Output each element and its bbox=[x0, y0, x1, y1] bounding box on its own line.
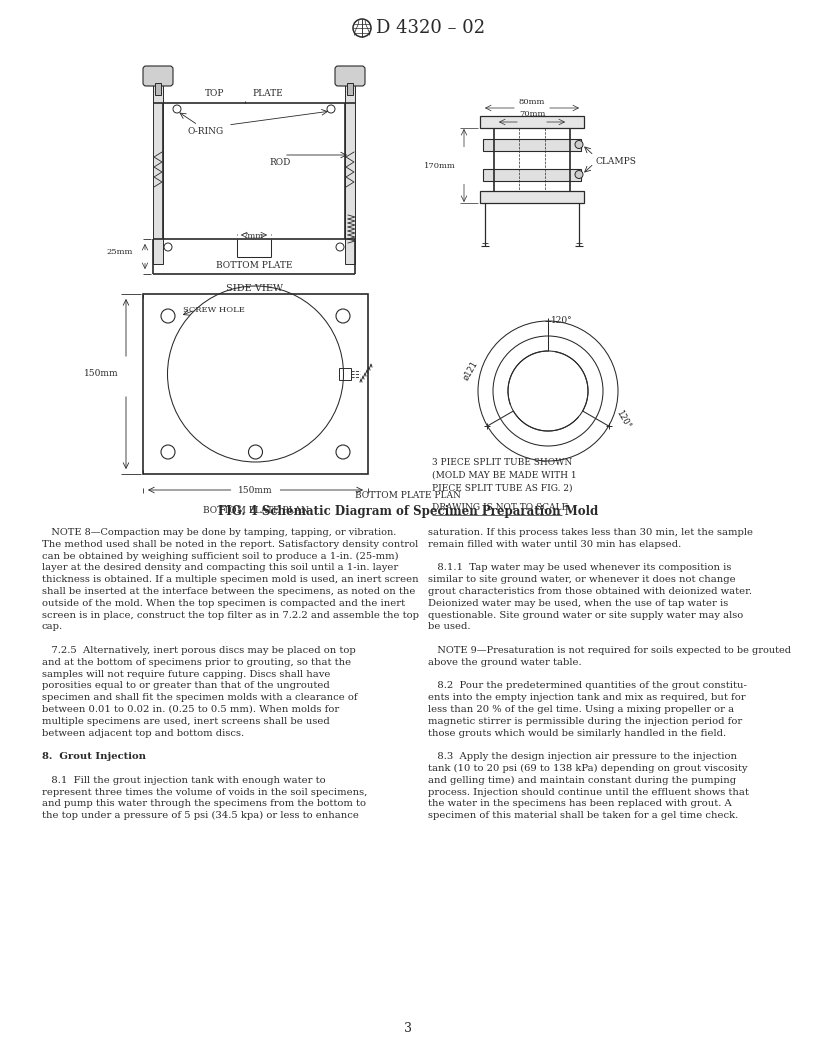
Text: FIG. 4 Schematic Diagram of Specimen Preparation Mold: FIG. 4 Schematic Diagram of Specimen Pre… bbox=[218, 505, 598, 518]
Text: TOP: TOP bbox=[205, 89, 224, 98]
Text: screen is in place, construct the top filter as in 7.2.2 and assemble the top: screen is in place, construct the top fi… bbox=[42, 610, 419, 620]
Text: Deionized water may be used, when the use of tap water is: Deionized water may be used, when the us… bbox=[428, 599, 728, 608]
Text: ents into the empty injection tank and mix as required, but for: ents into the empty injection tank and m… bbox=[428, 693, 746, 702]
Text: between 0.01 to 0.02 in. (0.25 to 0.5 mm). When molds for: between 0.01 to 0.02 in. (0.25 to 0.5 mm… bbox=[42, 705, 339, 714]
Text: similar to site ground water, or whenever it does not change: similar to site ground water, or wheneve… bbox=[428, 576, 736, 584]
Text: 3 PIECE SPLIT TUBE SHOWN: 3 PIECE SPLIT TUBE SHOWN bbox=[432, 458, 572, 467]
Text: 7mm: 7mm bbox=[242, 232, 263, 240]
FancyBboxPatch shape bbox=[335, 65, 365, 86]
Text: BOTTOM PLATE PLAN: BOTTOM PLATE PLAN bbox=[355, 491, 461, 499]
Text: 8.1.1  Tap water may be used whenever its composition is: 8.1.1 Tap water may be used whenever its… bbox=[428, 564, 731, 572]
Text: NOTE 9—Presaturation is not required for soils expected to be grouted: NOTE 9—Presaturation is not required for… bbox=[428, 646, 791, 655]
Text: samples will not require future capping. Discs shall have: samples will not require future capping.… bbox=[42, 670, 330, 679]
Text: SCREW HOLE: SCREW HOLE bbox=[183, 306, 245, 314]
Text: above the ground water table.: above the ground water table. bbox=[428, 658, 582, 666]
Text: 80mm: 80mm bbox=[519, 98, 545, 106]
Text: 150mm: 150mm bbox=[84, 370, 119, 378]
Text: grout characteristics from those obtained with deionized water.: grout characteristics from those obtaine… bbox=[428, 587, 752, 596]
Text: 8.3  Apply the design injection air pressure to the injection: 8.3 Apply the design injection air press… bbox=[428, 752, 737, 761]
Text: D 4320 – 02: D 4320 – 02 bbox=[376, 19, 486, 37]
Text: multiple specimens are used, inert screens shall be used: multiple specimens are used, inert scree… bbox=[42, 717, 330, 725]
Text: and pump this water through the specimens from the bottom to: and pump this water through the specimen… bbox=[42, 799, 366, 809]
Text: SIDE VIEW: SIDE VIEW bbox=[225, 284, 282, 293]
Text: PIECE SPLIT TUBE AS FIG. 2): PIECE SPLIT TUBE AS FIG. 2) bbox=[432, 484, 573, 493]
Text: the top under a pressure of 5 psi (34.5 kpa) or less to enhance: the top under a pressure of 5 psi (34.5 … bbox=[42, 811, 359, 821]
Text: 120°: 120° bbox=[614, 408, 632, 430]
Bar bbox=[345, 81, 355, 264]
Text: tank (10 to 20 psi (69 to 138 kPa) depending on grout viscosity: tank (10 to 20 psi (69 to 138 kPa) depen… bbox=[428, 763, 747, 773]
Text: specimen of this material shall be taken for a gel time check.: specimen of this material shall be taken… bbox=[428, 811, 738, 821]
Text: shall be inserted at the interface between the specimens, as noted on the: shall be inserted at the interface betwe… bbox=[42, 587, 415, 596]
Text: specimen and shall fit the specimen molds with a clearance of: specimen and shall fit the specimen mold… bbox=[42, 693, 357, 702]
Text: remain filled with water until 30 min has elapsed.: remain filled with water until 30 min ha… bbox=[428, 540, 681, 549]
Text: between adjacent top and bottom discs.: between adjacent top and bottom discs. bbox=[42, 729, 244, 737]
Text: questionable. Site ground water or site supply water may also: questionable. Site ground water or site … bbox=[428, 610, 743, 620]
Bar bbox=[143, 294, 368, 474]
Text: 8.2  Pour the predetermined quantities of the grout constitu-: 8.2 Pour the predetermined quantities of… bbox=[428, 681, 747, 691]
FancyBboxPatch shape bbox=[143, 65, 173, 86]
Text: ROD: ROD bbox=[269, 158, 290, 167]
Text: 70mm: 70mm bbox=[519, 110, 545, 118]
Text: the water in the specimens has been replaced with grout. A: the water in the specimens has been repl… bbox=[428, 799, 732, 809]
Circle shape bbox=[575, 170, 583, 178]
Text: BOTTOM PLATE: BOTTOM PLATE bbox=[215, 261, 292, 270]
Text: 120°: 120° bbox=[551, 316, 573, 325]
Bar bbox=[483, 169, 581, 181]
Bar bbox=[483, 138, 581, 151]
Text: and at the bottom of specimens prior to grouting, so that the: and at the bottom of specimens prior to … bbox=[42, 658, 351, 666]
Text: porosities equal to or greater than that of the ungrouted: porosities equal to or greater than that… bbox=[42, 681, 330, 691]
Text: BOTTOM PLATE PLAN: BOTTOM PLATE PLAN bbox=[202, 506, 308, 515]
Text: thickness is obtained. If a multiple specimen mold is used, an inert screen: thickness is obtained. If a multiple spe… bbox=[42, 576, 419, 584]
Text: layer at the desired density and compacting this soil until a 1-in. layer: layer at the desired density and compact… bbox=[42, 564, 398, 572]
Text: PLATE: PLATE bbox=[253, 89, 284, 98]
Bar bbox=[480, 116, 584, 128]
Text: 8.  Grout Injection: 8. Grout Injection bbox=[42, 752, 146, 761]
Bar bbox=[155, 83, 161, 95]
Text: (MOLD MAY BE MADE WITH 1: (MOLD MAY BE MADE WITH 1 bbox=[432, 471, 577, 480]
Bar bbox=[480, 191, 584, 203]
Text: CLAMPS: CLAMPS bbox=[596, 157, 636, 167]
Text: cap.: cap. bbox=[42, 622, 63, 631]
Text: 150mm: 150mm bbox=[238, 486, 273, 495]
Text: NOTE 8—Compaction may be done by tamping, tapping, or vibration.: NOTE 8—Compaction may be done by tamping… bbox=[42, 528, 397, 538]
Text: those grouts which would be similarly handled in the field.: those grouts which would be similarly ha… bbox=[428, 729, 726, 737]
Text: magnetic stirrer is permissible during the injection period for: magnetic stirrer is permissible during t… bbox=[428, 717, 743, 725]
Text: DRAWING IS NOT TO SCALE.: DRAWING IS NOT TO SCALE. bbox=[432, 503, 571, 512]
Text: O-RING: O-RING bbox=[188, 127, 224, 136]
Text: less than 20 % of the gel time. Using a mixing propeller or a: less than 20 % of the gel time. Using a … bbox=[428, 705, 734, 714]
Text: 8.1  Fill the grout injection tank with enough water to: 8.1 Fill the grout injection tank with e… bbox=[42, 776, 326, 785]
Bar bbox=[347, 83, 353, 95]
Text: 25mm: 25mm bbox=[107, 248, 133, 257]
Bar bbox=[153, 81, 163, 264]
Text: The method used shall be noted in the report. Satisfactory density control: The method used shall be noted in the re… bbox=[42, 540, 419, 549]
Circle shape bbox=[575, 140, 583, 149]
Text: 170mm: 170mm bbox=[424, 162, 456, 170]
Text: can be obtained by weighing sufficient soil to produce a 1-in. (25-mm): can be obtained by weighing sufficient s… bbox=[42, 551, 399, 561]
Text: 7.2.5  Alternatively, inert porous discs may be placed on top: 7.2.5 Alternatively, inert porous discs … bbox=[42, 646, 356, 655]
Text: be used.: be used. bbox=[428, 622, 471, 631]
Text: and gelling time) and maintain constant during the pumping: and gelling time) and maintain constant … bbox=[428, 776, 736, 785]
Text: process. Injection should continue until the effluent shows that: process. Injection should continue until… bbox=[428, 788, 749, 796]
Bar bbox=[339, 367, 351, 380]
Text: outside of the mold. When the top specimen is compacted and the inert: outside of the mold. When the top specim… bbox=[42, 599, 405, 608]
Text: ø121: ø121 bbox=[461, 360, 479, 382]
Text: 3: 3 bbox=[404, 1021, 412, 1035]
Text: saturation. If this process takes less than 30 min, let the sample: saturation. If this process takes less t… bbox=[428, 528, 753, 538]
Text: represent three times the volume of voids in the soil specimens,: represent three times the volume of void… bbox=[42, 788, 367, 796]
